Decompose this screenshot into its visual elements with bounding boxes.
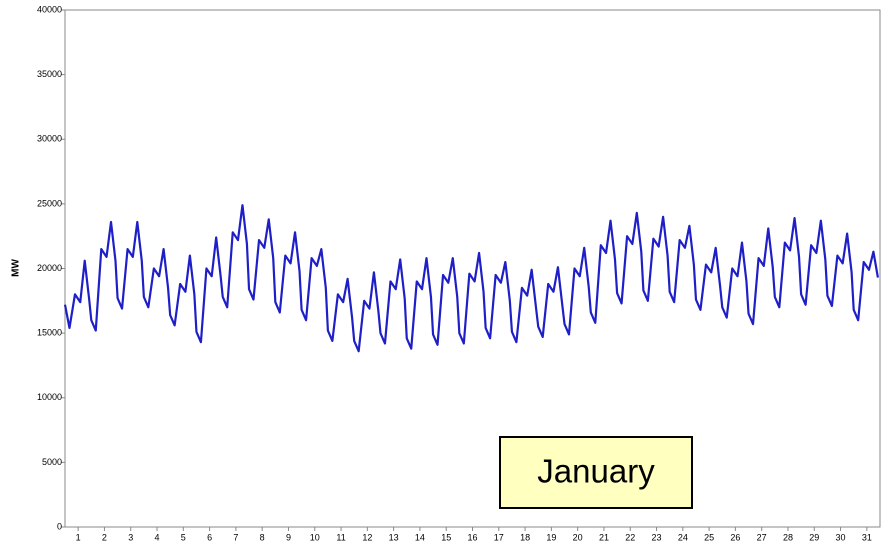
x-tick-label: 29: [809, 532, 819, 542]
x-tick-label: 14: [415, 532, 425, 542]
x-tick-label: 22: [625, 532, 635, 542]
x-tick-label: 11: [336, 532, 345, 542]
y-tick-label: 15000: [37, 328, 62, 338]
x-tick-label: 15: [441, 532, 451, 542]
y-tick-label: 5000: [42, 457, 62, 467]
y-tick-label: 30000: [37, 134, 62, 144]
x-tick-label: 2: [102, 532, 107, 542]
x-tick-label: 9: [286, 532, 291, 542]
x-tick-label: 17: [494, 532, 504, 542]
x-tick-label: 8: [260, 532, 265, 542]
x-tick-label: 30: [836, 532, 846, 542]
annotation: January: [537, 453, 655, 490]
y-tick-label: 0: [57, 521, 62, 531]
x-tick-label: 4: [155, 532, 160, 542]
x-tick-label: 3: [128, 532, 133, 542]
y-tick-label: 25000: [37, 198, 62, 208]
line: [63, 204, 879, 353]
x-tick-label: 24: [678, 532, 688, 542]
x-tick-label: 6: [207, 532, 212, 542]
x-tick-label: 5: [181, 532, 186, 542]
x-tick-label: 18: [520, 532, 530, 542]
x-tick-label: 26: [730, 532, 740, 542]
x-tick-label: 28: [783, 532, 793, 542]
x-tick-label: 12: [362, 532, 372, 542]
x-tick-label: 27: [757, 532, 767, 542]
x-tick-label: 19: [546, 532, 556, 542]
x-tick-label: 13: [389, 532, 399, 542]
x-tick-label: 7: [233, 532, 238, 542]
x-tick-label: 21: [599, 532, 609, 542]
x-tick-label: 23: [652, 532, 662, 542]
y-tick-label: 40000: [37, 4, 62, 14]
y-axis-label: MW: [11, 259, 22, 277]
x-tick-label: 20: [573, 532, 583, 542]
y-tick-label: 10000: [37, 392, 62, 402]
x-tick-label: 16: [467, 532, 477, 542]
x-tick-label: 10: [310, 532, 320, 542]
y-tick-label: 20000: [37, 263, 62, 273]
x-tick-label: 31: [862, 532, 872, 542]
x-tick-label: 25: [704, 532, 714, 542]
x-tick-label: 1: [76, 532, 81, 542]
annotation-box: [499, 436, 693, 509]
y-tick-label: 35000: [37, 69, 62, 79]
